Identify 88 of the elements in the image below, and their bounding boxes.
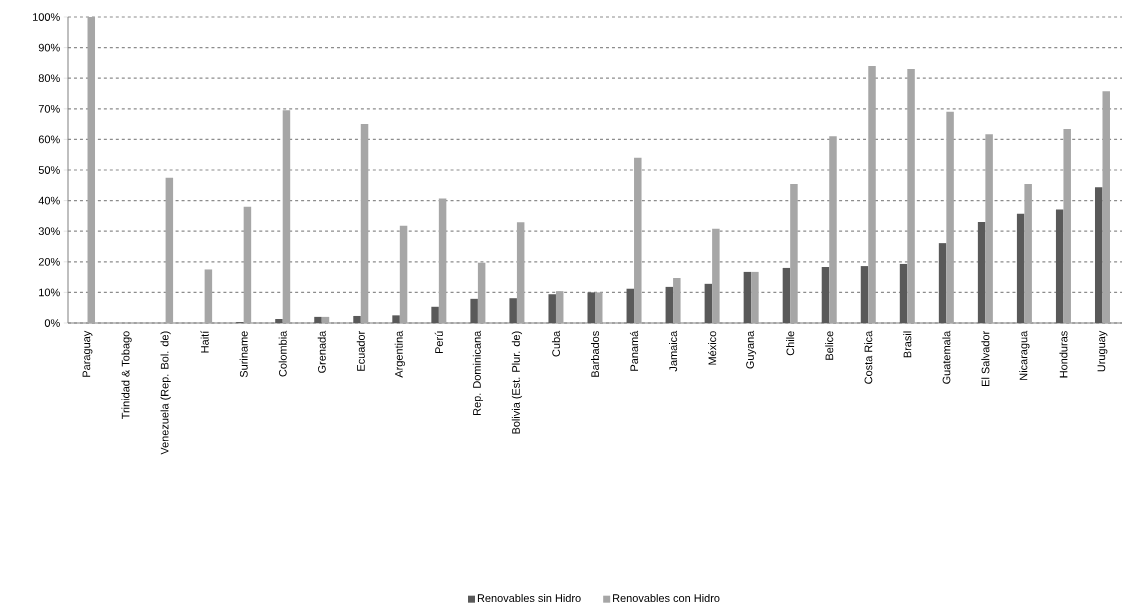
- legend-label: Renovables sin Hidro: [477, 593, 581, 603]
- bar: [634, 157, 642, 323]
- x-tick-label: México: [708, 331, 717, 365]
- y-tick-label: 70%: [38, 104, 60, 113]
- x-tick-label: Colombia: [278, 330, 287, 377]
- y-tick-label: 20%: [38, 257, 60, 266]
- bar: [548, 294, 556, 323]
- x-tick-label: Paraguay: [82, 330, 93, 377]
- y-tick-label: 50%: [38, 166, 60, 174]
- y-tick-label: 90%: [38, 43, 60, 52]
- bar: [516, 222, 525, 323]
- x-tick-label: Suriname: [239, 331, 248, 378]
- x-tick-label: Rep. Dominicana: [472, 330, 483, 415]
- bar: [399, 225, 408, 323]
- bar: [431, 306, 439, 323]
- bar: [743, 271, 752, 323]
- bar: [87, 17, 96, 323]
- x-tick-label: Guatemala: [942, 330, 951, 384]
- x-tick-label: Argentina: [394, 330, 405, 378]
- bar: [907, 69, 915, 323]
- bar: [1102, 91, 1110, 323]
- bar: [555, 291, 564, 323]
- bar: [868, 65, 876, 323]
- bar: [860, 266, 869, 323]
- y-tick-label: 40%: [38, 196, 60, 205]
- bar: [704, 283, 713, 323]
- y-tick-label: 10%: [39, 288, 60, 297]
- bar: [438, 198, 447, 323]
- bar: [712, 228, 720, 323]
- x-tick-label: Costa Rica: [864, 330, 873, 384]
- x-tick-label: Honduras: [1059, 331, 1068, 378]
- bar: [899, 263, 908, 323]
- bar: [782, 267, 791, 323]
- bar: [626, 288, 635, 323]
- bar: [751, 271, 759, 323]
- bar: [477, 262, 486, 323]
- bar: [977, 222, 986, 323]
- x-tick-label: Nicaragua: [1019, 330, 1030, 380]
- x-tick-label: Cuba: [551, 330, 560, 357]
- bar: [1063, 128, 1071, 323]
- bar: [321, 316, 330, 323]
- bar: [360, 124, 369, 323]
- bar: [470, 298, 478, 323]
- x-tick-label: Perú: [434, 331, 443, 354]
- x-tick-label: Chile: [786, 331, 795, 356]
- x-tick-label: Trinidad & Tobago: [121, 331, 132, 420]
- bar: [353, 315, 361, 323]
- x-tick-label: Brasil: [903, 331, 912, 358]
- x-tick-label: El Salvador: [981, 330, 990, 386]
- x-tick-label: Panamá: [629, 330, 639, 371]
- x-tick-label: Uruguay: [1097, 330, 1108, 372]
- bar: [595, 292, 603, 323]
- bar: [946, 111, 954, 323]
- bar: [790, 184, 798, 323]
- x-tick-label: Belice: [825, 331, 834, 360]
- x-tick-label: Guyana: [746, 330, 757, 369]
- x-tick-label: Grenada: [317, 330, 326, 373]
- legend-label: Renovables con Hidro: [613, 593, 720, 603]
- y-tick-label: 80%: [38, 74, 60, 83]
- bar: [275, 319, 283, 323]
- bar: [1024, 184, 1032, 323]
- x-tick-label: Haití: [200, 330, 209, 353]
- bar: [243, 206, 252, 323]
- y-tick-label: 30%: [38, 227, 60, 236]
- bar: [392, 315, 400, 323]
- bar: [665, 286, 674, 323]
- x-tick-label: Ecuador: [356, 330, 365, 371]
- bar: [587, 292, 595, 323]
- bar: [985, 134, 993, 323]
- bar: [821, 267, 830, 323]
- bar: [509, 298, 517, 323]
- x-tick-label: Venezuela (Rep. Bol. de): [160, 331, 171, 455]
- y-tick-label: 0%: [44, 319, 60, 327]
- x-tick-label: Barbados: [590, 331, 600, 377]
- bar: [282, 110, 291, 323]
- bar: [314, 316, 322, 323]
- x-tick-label: Bolivia (Est. Plur. de): [511, 331, 523, 434]
- bar: [829, 136, 837, 323]
- bar: [938, 243, 947, 323]
- bar: [673, 278, 681, 323]
- bar: [1094, 187, 1103, 323]
- bar: [1016, 213, 1025, 323]
- bar: [165, 177, 174, 323]
- y-tick-label: 100%: [33, 13, 60, 21]
- y-tick-label: 60%: [38, 135, 60, 144]
- bar: [1055, 209, 1064, 323]
- bar: [204, 269, 213, 323]
- x-tick-label: Jamaica: [669, 330, 678, 372]
